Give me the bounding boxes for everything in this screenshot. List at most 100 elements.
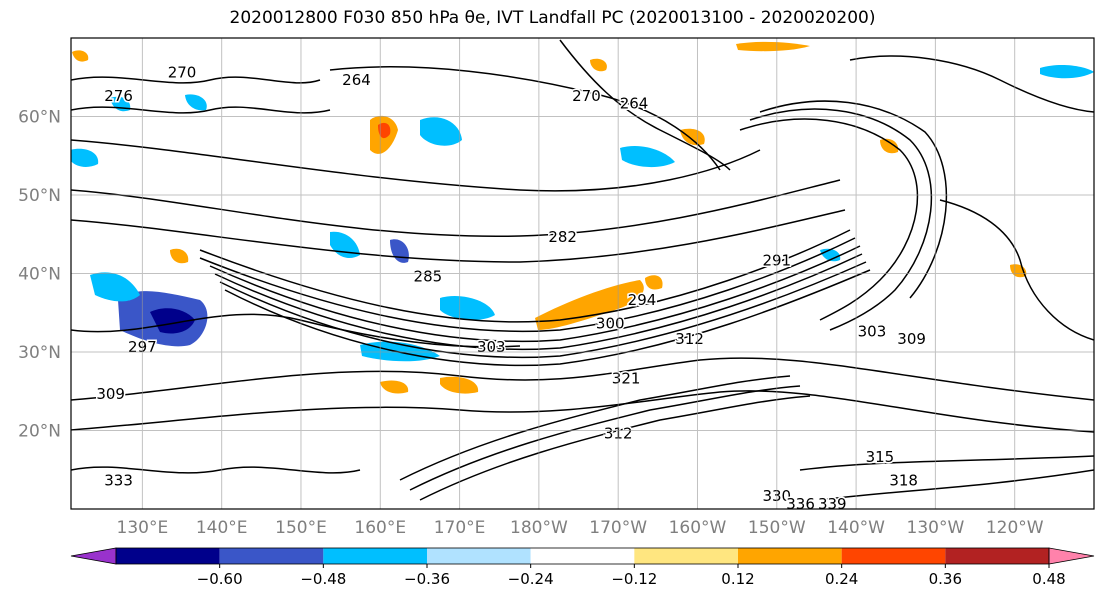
latitude-label: 60°N xyxy=(18,108,61,128)
positive-anomaly-patch xyxy=(736,41,810,52)
colorbar-segment xyxy=(219,548,324,564)
contour-line xyxy=(749,108,933,331)
negative-anomaly-patch xyxy=(150,308,195,334)
longitude-label: 140°W xyxy=(827,518,885,538)
longitude-label: 150°E xyxy=(275,518,327,538)
contour-value-label: 276 xyxy=(104,87,133,105)
contour-value-label: 282 xyxy=(548,228,577,246)
positive-anomaly-patch xyxy=(378,122,391,139)
contour-line xyxy=(71,179,841,238)
colorbar-segment xyxy=(634,548,738,564)
contour-line xyxy=(71,466,361,474)
contour-value-label: 303 xyxy=(858,322,887,340)
contour-value-label: 312 xyxy=(675,330,704,348)
colorbar: −0.60 −0.48 −0.36 −0.24 −0.12 0.12 0.24 0.36 0.4… xyxy=(70,547,1095,588)
negative-anomaly-patch xyxy=(420,117,462,146)
colorbar-tick-label: −0.24 xyxy=(508,570,554,588)
gridlines xyxy=(71,38,1094,509)
colorbar-tick-label: 0.36 xyxy=(929,570,962,588)
map-title: 2020012800 F030 850 hPa θe, IVT Landfall… xyxy=(229,8,876,28)
contour-value-label: 315 xyxy=(866,448,895,466)
colorbar-segment xyxy=(738,548,842,564)
contour-line xyxy=(409,385,801,491)
contour-value-label: 309 xyxy=(96,385,125,403)
positive-anomaly-patch xyxy=(72,50,89,62)
contour-line xyxy=(559,39,731,171)
positive-anomaly-patch xyxy=(440,376,479,394)
contour-line xyxy=(849,55,1094,113)
contour-line xyxy=(819,469,1094,501)
colorbar-tick-label: 0.12 xyxy=(721,570,754,588)
contour-line xyxy=(399,375,791,481)
colorbar-tick-label: 0.48 xyxy=(1032,570,1065,588)
contour-line xyxy=(199,229,851,323)
colorbar-extend-max xyxy=(1048,547,1095,565)
contour-line xyxy=(209,245,861,343)
map-frame xyxy=(70,37,1095,510)
contour-value-label: 285 xyxy=(414,267,443,285)
longitude-label: 140°E xyxy=(196,518,248,538)
contour-value-label: 294 xyxy=(628,291,657,309)
longitude-label: 120°W xyxy=(986,518,1044,538)
contour-value-label: 336 xyxy=(786,495,815,513)
positive-anomaly-patch xyxy=(535,280,644,330)
latitude-labels: 60°N 50°N 40°N 30°N 20°N xyxy=(18,108,61,442)
contour-value-label: 309 xyxy=(897,330,926,348)
contour-value-label: 264 xyxy=(342,71,371,89)
latitude-label: 40°N xyxy=(18,265,61,285)
latitude-label: 50°N xyxy=(18,186,61,206)
contour-line xyxy=(419,395,811,501)
longitude-labels: 130°E 140°E 150°E 160°E 170°E 180°W 170°W 160°W… xyxy=(117,518,1044,538)
longitude-label: 160°W xyxy=(669,518,727,538)
colorbar-segment xyxy=(530,548,635,564)
contour-line xyxy=(71,209,846,263)
negative-anomaly-patch xyxy=(71,148,99,167)
longitude-label: 150°W xyxy=(748,518,806,538)
positive-anomaly-patch xyxy=(380,380,409,394)
contour-line xyxy=(214,253,863,351)
colorbar-segment xyxy=(841,548,946,564)
contour-value-label: 303 xyxy=(477,338,506,356)
contour-line xyxy=(71,390,1094,433)
negative-anomaly-patch xyxy=(440,295,495,321)
contour-line xyxy=(799,455,1094,471)
contour-line xyxy=(219,261,867,359)
contour-value-label: 270 xyxy=(168,63,197,81)
colorbar-tick-label: 0.24 xyxy=(825,570,858,588)
contour-value-label: 318 xyxy=(889,471,918,489)
contour-value-label: 270 xyxy=(572,87,601,105)
contour-value-label: 339 xyxy=(818,495,847,513)
positive-anomaly-patch xyxy=(680,128,705,146)
contour-value-label: 264 xyxy=(620,95,649,113)
negative-anomaly-patch xyxy=(620,145,675,168)
negative-anomaly-patch xyxy=(90,272,140,302)
contour-line xyxy=(71,76,321,84)
positive-anomaly-patch xyxy=(590,58,607,72)
colorbar-segment xyxy=(427,548,531,564)
contour-line xyxy=(71,106,331,114)
colorbar-extend-min xyxy=(70,547,117,565)
positive-anomaly-patch xyxy=(880,138,899,154)
negative-anomaly-patch xyxy=(185,94,207,111)
longitude-label: 180°W xyxy=(510,518,568,538)
contour-line xyxy=(224,269,871,367)
colorbar-segment xyxy=(323,548,427,564)
contour-value-label: 333 xyxy=(104,471,133,489)
contour-value-label: 300 xyxy=(596,314,625,332)
longitude-label: 130°W xyxy=(907,518,965,538)
contour-line xyxy=(71,357,1094,401)
contour-line xyxy=(739,118,919,321)
longitude-label: 160°E xyxy=(354,518,406,538)
colorbar-segment xyxy=(945,548,1049,564)
colorbar-tick-label: −0.36 xyxy=(404,570,450,588)
colorbar-tick-label: −0.48 xyxy=(300,570,346,588)
positive-anomaly-patch xyxy=(645,275,663,290)
contour-layer xyxy=(71,39,1094,501)
contour-value-label: 321 xyxy=(612,369,641,387)
latitude-label: 20°N xyxy=(18,422,61,442)
latitude-label: 30°N xyxy=(18,343,61,363)
negative-anomaly-patch xyxy=(1040,65,1094,79)
colorbar-segment xyxy=(116,548,220,564)
positive-anomaly-patch xyxy=(170,248,189,264)
